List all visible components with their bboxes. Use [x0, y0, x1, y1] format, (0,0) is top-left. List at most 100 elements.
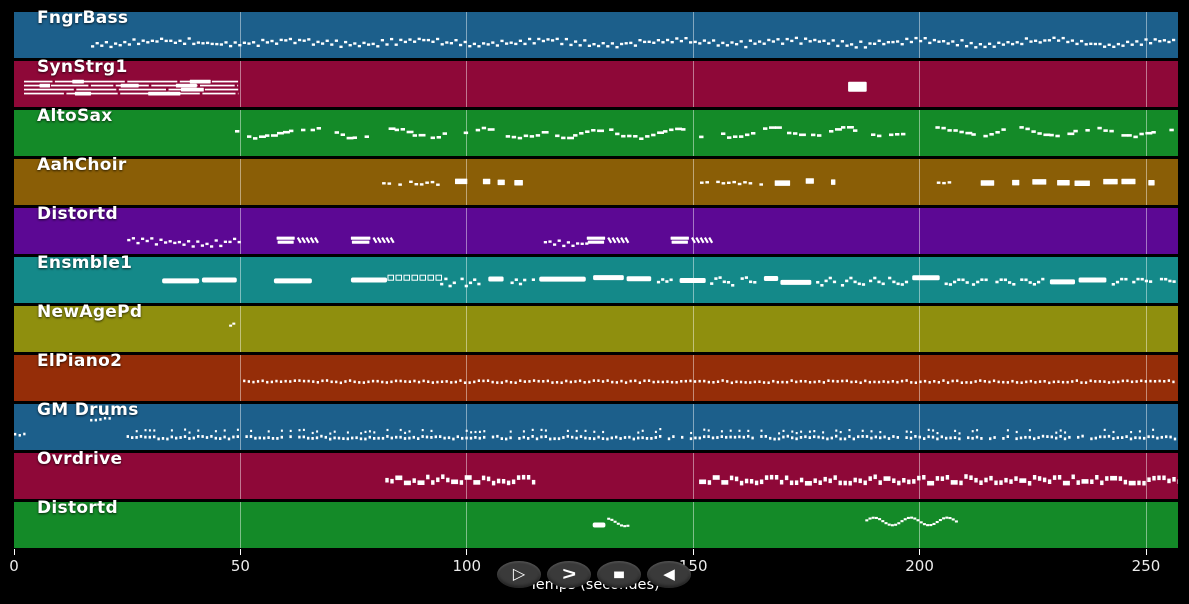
track-label: AltoSax [37, 106, 113, 126]
gridline-50 [239, 404, 241, 450]
gridline-100 [466, 306, 468, 352]
gridline-200 [919, 355, 921, 401]
gridline-250 [1145, 453, 1147, 499]
gridline-150 [692, 306, 694, 352]
gridline-50 [239, 61, 241, 107]
track-row-9-ovrdrive[interactable]: Ovrdrive [14, 449, 1178, 499]
track-notes [14, 416, 1177, 441]
track-label: SynStrg1 [37, 57, 128, 77]
gridline-150 [692, 453, 694, 499]
gridline-250 [1145, 306, 1147, 352]
gridline-50 [239, 208, 241, 254]
play-button[interactable]: ▷ [497, 561, 541, 588]
gridline-150 [692, 12, 694, 58]
track-notes [127, 236, 714, 248]
play-icon: ▷ [512, 565, 526, 583]
gridline-50 [239, 355, 241, 401]
gridline-150 [692, 355, 694, 401]
gridline-150 [692, 159, 694, 205]
gridline-250 [1145, 502, 1147, 548]
tick-mark-250 [1145, 549, 1147, 555]
fast-forward-icon: > [562, 563, 576, 584]
gridline-200 [919, 61, 921, 107]
gridline-100 [466, 208, 468, 254]
track-notes [24, 79, 867, 96]
gridline-50 [239, 306, 241, 352]
tick-mark-150 [692, 549, 694, 555]
transport-controls: ▷ > ■ ◀ [497, 561, 691, 588]
track-notes [385, 474, 1178, 486]
gridline-100 [466, 12, 468, 58]
gridline-250 [1145, 159, 1147, 205]
gridline-250 [1145, 404, 1147, 450]
gridline-250 [1145, 61, 1147, 107]
track-label: FngrBass [37, 8, 129, 28]
tick-mark-200 [919, 549, 921, 555]
track-row-0-fngrbass[interactable]: FngrBass [14, 8, 1178, 58]
gridline-250 [1145, 208, 1147, 254]
track-row-4-distortd[interactable]: Distortd [14, 204, 1178, 254]
tick-label-250: 250 [1131, 557, 1161, 575]
gridline-200 [919, 208, 921, 254]
track-notes [592, 516, 958, 528]
track-row-3-aahchoir[interactable]: AahChoir [14, 155, 1178, 205]
track-row-2-altosax[interactable]: AltoSax [14, 106, 1178, 156]
track-row-8-gm-drums[interactable]: GM Drums [14, 400, 1178, 450]
gridline-100 [466, 355, 468, 401]
tick-mark-50 [239, 549, 241, 555]
gridline-100 [466, 502, 468, 548]
track-notes [229, 322, 236, 327]
track-label: AahChoir [37, 155, 127, 175]
gridline-150 [692, 502, 694, 548]
tick-mark-0 [13, 549, 15, 555]
track-label: Distortd [37, 498, 118, 518]
track-row-6-newagepd[interactable]: NewAgePd [14, 302, 1178, 352]
gridline-100 [466, 257, 468, 303]
gridline-250 [1145, 355, 1147, 401]
gridline-100 [466, 61, 468, 107]
track-notes [91, 36, 1176, 49]
tick-label-50: 50 [230, 557, 250, 575]
gridline-200 [919, 502, 921, 548]
gridline-200 [919, 404, 921, 450]
rewind-button[interactable]: ◀ [647, 561, 691, 588]
track-label: Distortd [37, 204, 118, 224]
track-notes [243, 379, 1175, 385]
track-notes [382, 178, 1155, 186]
track-row-5-ensmble1[interactable]: Ensmble1 [14, 253, 1178, 303]
stop-icon: ■ [612, 566, 626, 583]
track-label: Ensmble1 [37, 253, 133, 273]
gridline-250 [1145, 12, 1147, 58]
gridline-50 [239, 453, 241, 499]
track-row-1-synstrg1[interactable]: SynStrg1 [14, 57, 1178, 107]
gridline-50 [239, 12, 241, 58]
track-row-7-elpiano2[interactable]: ElPiano2 [14, 351, 1178, 401]
gridline-200 [919, 110, 921, 156]
tick-label-100: 100 [452, 557, 482, 575]
gridline-50 [239, 502, 241, 548]
tick-label-200: 200 [905, 557, 934, 575]
track-notes [235, 126, 1174, 140]
stop-button[interactable]: ■ [597, 561, 641, 588]
track-label: ElPiano2 [37, 351, 123, 371]
track-label: NewAgePd [37, 302, 143, 322]
fast-forward-button[interactable]: > [547, 561, 591, 588]
gridline-50 [239, 257, 241, 303]
gridline-200 [919, 306, 921, 352]
track-label: Ovrdrive [37, 449, 123, 469]
gridline-50 [239, 110, 241, 156]
gridline-150 [692, 404, 694, 450]
gridline-100 [466, 404, 468, 450]
gridline-200 [919, 159, 921, 205]
track-row-10-distortd[interactable]: Distortd [14, 498, 1178, 548]
gridline-150 [692, 61, 694, 107]
track-label: GM Drums [37, 400, 139, 420]
gridline-200 [919, 12, 921, 58]
track-notes [162, 274, 1176, 288]
rewind-icon: ◀ [663, 566, 675, 583]
tick-label-0: 0 [9, 557, 19, 575]
tick-mark-100 [466, 549, 468, 555]
gridline-150 [692, 208, 694, 254]
gridline-50 [239, 159, 241, 205]
